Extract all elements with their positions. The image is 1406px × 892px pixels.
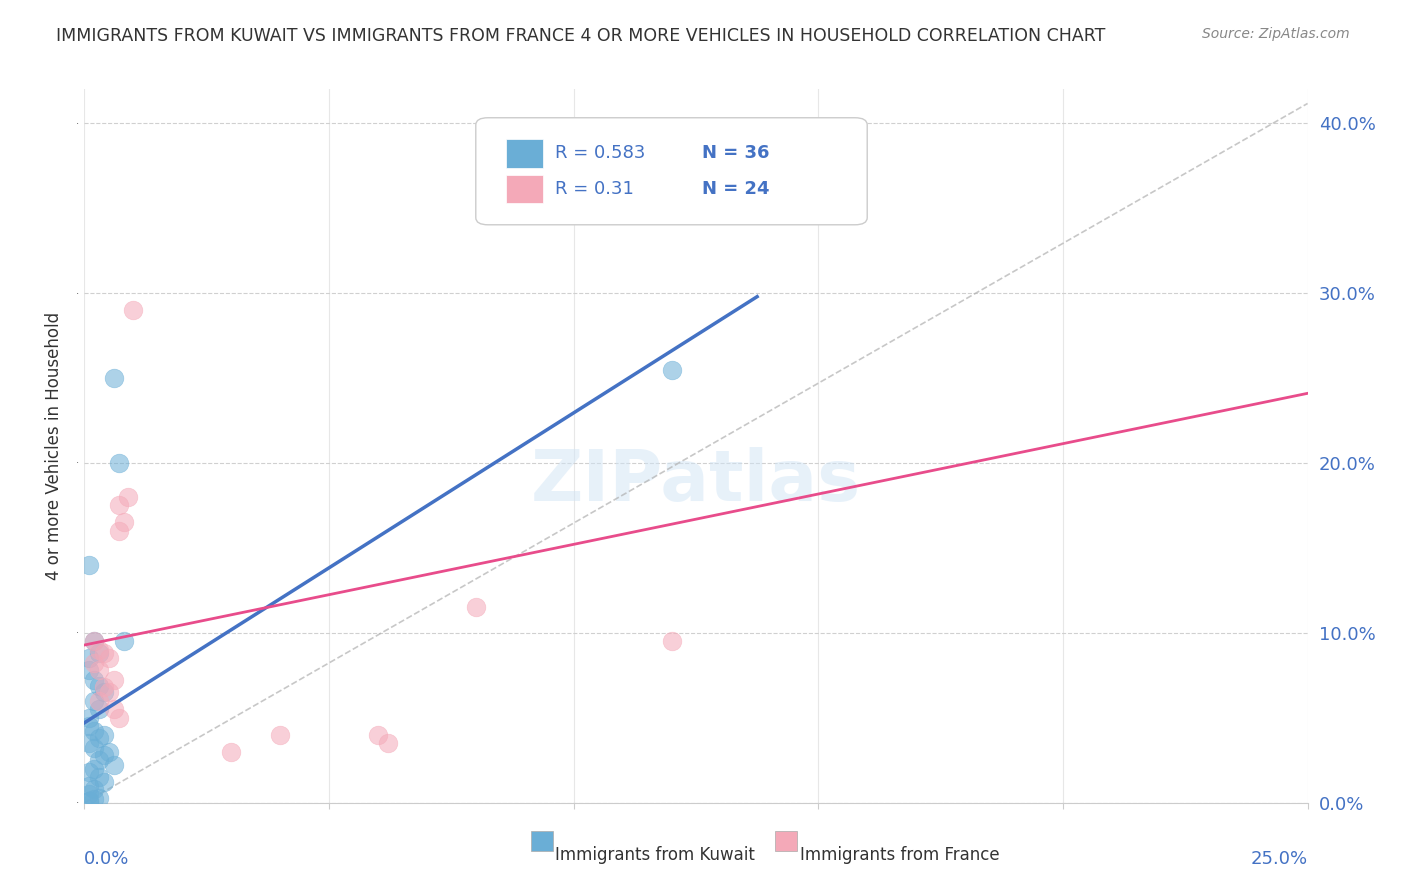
Point	[107, 524, 129, 538]
Text: IMMIGRANTS FROM KUWAIT VS IMMIGRANTS FROM FRANCE 4 OR MORE VEHICLES IN HOUSEHOLD: IMMIGRANTS FROM KUWAIT VS IMMIGRANTS FRO…	[56, 27, 1105, 45]
Point	[87, 679, 110, 693]
Point	[77, 558, 100, 572]
Point	[77, 719, 100, 733]
Point	[97, 745, 120, 759]
Point	[269, 728, 291, 742]
Text: 0.0%: 0.0%	[84, 850, 129, 869]
Point	[77, 794, 100, 808]
Point	[103, 702, 125, 716]
Point	[83, 634, 105, 648]
Point	[83, 782, 105, 797]
Point	[97, 651, 120, 665]
Point	[83, 634, 105, 648]
Point	[83, 792, 105, 806]
Text: R = 0.31: R = 0.31	[555, 180, 634, 198]
Point	[77, 663, 100, 677]
Point	[93, 775, 115, 789]
Point	[464, 600, 486, 615]
Point	[83, 762, 105, 776]
Point	[87, 646, 110, 660]
Point	[661, 634, 683, 648]
Text: ZIPatlas: ZIPatlas	[531, 447, 860, 516]
Point	[661, 362, 683, 376]
Point	[97, 685, 120, 699]
Point	[117, 490, 139, 504]
Point	[636, 167, 658, 181]
Point	[219, 745, 242, 759]
Point	[77, 779, 100, 793]
Point	[87, 790, 110, 805]
Point	[93, 685, 115, 699]
Point	[77, 651, 100, 665]
Point	[93, 680, 115, 694]
Point	[83, 673, 105, 688]
Point	[103, 758, 125, 772]
Point	[87, 753, 110, 767]
Point	[77, 765, 100, 780]
Point	[83, 741, 105, 756]
Point	[107, 456, 129, 470]
Y-axis label: 4 or more Vehicles in Household: 4 or more Vehicles in Household	[45, 312, 63, 580]
Text: Immigrants from Kuwait: Immigrants from Kuwait	[555, 846, 755, 863]
Point	[77, 794, 100, 808]
Text: N = 24: N = 24	[702, 180, 769, 198]
Point	[103, 673, 125, 688]
Point	[103, 371, 125, 385]
Point	[83, 657, 105, 671]
Point	[87, 694, 110, 708]
Text: N = 36: N = 36	[702, 145, 769, 162]
Point	[93, 646, 115, 660]
Point	[93, 728, 115, 742]
Point	[107, 499, 129, 513]
Point	[77, 711, 100, 725]
Point	[93, 748, 115, 763]
Point	[87, 702, 110, 716]
FancyBboxPatch shape	[531, 831, 553, 851]
Point	[87, 731, 110, 746]
FancyBboxPatch shape	[506, 175, 543, 203]
Point	[87, 643, 110, 657]
Point	[107, 711, 129, 725]
Text: Source: ZipAtlas.com: Source: ZipAtlas.com	[1202, 27, 1350, 41]
FancyBboxPatch shape	[506, 139, 543, 168]
Point	[112, 634, 135, 648]
Text: R = 0.583: R = 0.583	[555, 145, 645, 162]
Point	[83, 724, 105, 739]
Point	[87, 770, 110, 784]
Point	[367, 728, 389, 742]
Point	[377, 736, 399, 750]
Point	[77, 736, 100, 750]
Point	[122, 303, 145, 318]
FancyBboxPatch shape	[475, 118, 868, 225]
Point	[87, 663, 110, 677]
Point	[77, 787, 100, 801]
Point	[112, 516, 135, 530]
Text: 25.0%: 25.0%	[1250, 850, 1308, 869]
FancyBboxPatch shape	[776, 831, 797, 851]
Text: Immigrants from France: Immigrants from France	[800, 846, 1000, 863]
Point	[83, 694, 105, 708]
